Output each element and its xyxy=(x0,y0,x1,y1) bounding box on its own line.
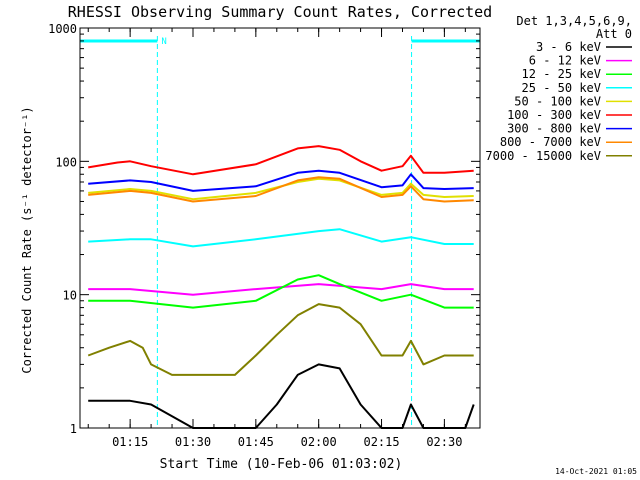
x-tick-label-1: 01:30 xyxy=(175,435,211,449)
legend-label-8: 800 - 7000 keV xyxy=(500,135,601,149)
x-tick-label-3: 02:00 xyxy=(301,435,337,449)
y-tick-label-3: 1000 xyxy=(48,22,77,36)
series-line-5 xyxy=(88,177,474,201)
legend-label-3: 12 - 25 keV xyxy=(522,67,601,81)
y-tick-label-1: 10 xyxy=(63,289,77,303)
series-line-8 xyxy=(88,176,474,203)
legend-title-line-2: Att 0 xyxy=(596,27,632,41)
x-tick-label-0: 01:15 xyxy=(112,435,148,449)
legend-label-7: 300 - 800 keV xyxy=(507,122,601,136)
plot-frame xyxy=(79,27,481,429)
series-line-2 xyxy=(88,283,474,296)
series-line-6 xyxy=(88,145,474,176)
y-tick-label-0: 1 xyxy=(70,422,77,436)
legend-label-9: 7000 - 15000 keV xyxy=(485,149,601,163)
axes: 1 10 100 1000 01:15 01:30 01:45 02:00 02:15 02:30 xyxy=(48,22,481,449)
plot-area: N xyxy=(80,36,480,429)
legend-label-6: 100 - 300 keV xyxy=(507,108,601,122)
flag-label-0: N xyxy=(161,37,166,47)
series-line-3 xyxy=(88,274,474,309)
x-axis-label: Start Time (10-Feb-06 01:03:02) xyxy=(160,457,403,472)
legend-label-2: 6 - 12 keV xyxy=(529,54,601,68)
y-axis-label: Corrected Count Rate (s⁻¹ detector⁻¹) xyxy=(20,106,34,373)
legend-label-5: 50 - 100 keV xyxy=(514,94,601,108)
x-tick-label-4: 02:15 xyxy=(363,435,399,449)
chart-title: RHESSI Observing Summary Count Rates, Co… xyxy=(68,3,492,21)
series-line-9 xyxy=(87,303,474,376)
legend-label-1: 3 - 6 keV xyxy=(536,40,601,54)
x-tick-label-5: 02:30 xyxy=(426,435,462,449)
series-line-7 xyxy=(88,169,474,192)
series-line-1 xyxy=(88,363,475,429)
legend-label-4: 25 - 50 keV xyxy=(522,81,601,95)
series-line-4 xyxy=(88,228,474,248)
timestamp: 14-Oct-2021 01:05 xyxy=(555,467,637,476)
y-tick-label-2: 100 xyxy=(55,155,77,169)
x-tick-label-2: 01:45 xyxy=(238,435,274,449)
legend-title-line-1: Det 1,3,4,5,6,9, xyxy=(516,14,632,28)
